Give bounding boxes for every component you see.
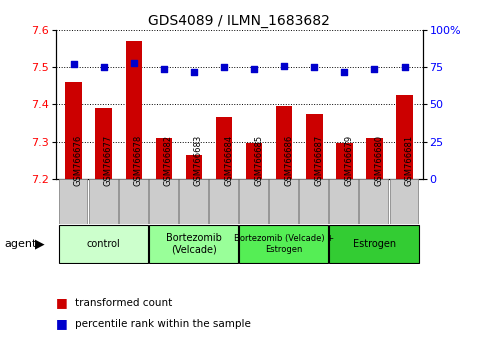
Bar — [89, 179, 117, 224]
Bar — [329, 179, 358, 224]
Bar — [396, 95, 413, 179]
Bar — [329, 225, 419, 263]
Point — [280, 63, 288, 69]
Text: Bortezomib (Velcade) +
Estrogen: Bortezomib (Velcade) + Estrogen — [234, 234, 334, 253]
Bar — [239, 225, 328, 263]
Bar — [149, 179, 178, 224]
Text: GSM766685: GSM766685 — [254, 135, 263, 185]
Point — [341, 69, 348, 75]
Text: GSM766678: GSM766678 — [134, 134, 143, 185]
Text: ▶: ▶ — [35, 237, 44, 250]
Bar — [299, 179, 328, 224]
Bar — [96, 108, 112, 179]
Text: control: control — [87, 239, 121, 249]
Text: GSM766686: GSM766686 — [284, 134, 293, 185]
Point — [160, 66, 168, 72]
Point — [250, 66, 258, 72]
Bar — [276, 106, 293, 179]
Point — [100, 64, 108, 70]
Bar — [359, 179, 388, 224]
Text: GSM766683: GSM766683 — [194, 134, 203, 185]
Bar — [246, 143, 262, 179]
Text: GSM766681: GSM766681 — [405, 135, 413, 185]
Text: ■: ■ — [56, 296, 67, 309]
Bar — [58, 225, 148, 263]
Text: Estrogen: Estrogen — [353, 239, 396, 249]
Bar — [366, 138, 383, 179]
Text: Bortezomib
(Velcade): Bortezomib (Velcade) — [166, 233, 222, 255]
Bar — [119, 179, 148, 224]
Bar — [156, 138, 172, 179]
Bar — [216, 118, 232, 179]
Text: agent: agent — [5, 239, 37, 249]
Point — [220, 64, 228, 70]
Bar — [149, 225, 238, 263]
Text: transformed count: transformed count — [75, 298, 172, 308]
Bar — [65, 82, 82, 179]
Bar — [269, 179, 298, 224]
Point — [401, 64, 409, 70]
Point — [311, 64, 318, 70]
Text: GSM766684: GSM766684 — [224, 135, 233, 185]
Text: GSM766677: GSM766677 — [104, 134, 113, 185]
Bar — [389, 179, 418, 224]
Text: GSM766680: GSM766680 — [374, 135, 384, 185]
Text: percentile rank within the sample: percentile rank within the sample — [75, 319, 251, 329]
Bar — [126, 41, 142, 179]
Point — [130, 60, 138, 65]
Text: GSM766682: GSM766682 — [164, 135, 173, 185]
Bar — [209, 179, 238, 224]
Bar — [185, 155, 202, 179]
Text: GSM766687: GSM766687 — [314, 134, 323, 185]
Title: GDS4089 / ILMN_1683682: GDS4089 / ILMN_1683682 — [148, 14, 330, 28]
Text: GSM766676: GSM766676 — [73, 134, 83, 185]
Text: ■: ■ — [56, 318, 67, 330]
Point — [70, 62, 77, 67]
Text: GSM766679: GSM766679 — [344, 135, 354, 185]
Point — [370, 66, 378, 72]
Bar — [336, 143, 353, 179]
Bar — [239, 179, 268, 224]
Bar — [306, 114, 323, 179]
Bar — [179, 179, 208, 224]
Bar — [58, 179, 87, 224]
Point — [190, 69, 198, 75]
